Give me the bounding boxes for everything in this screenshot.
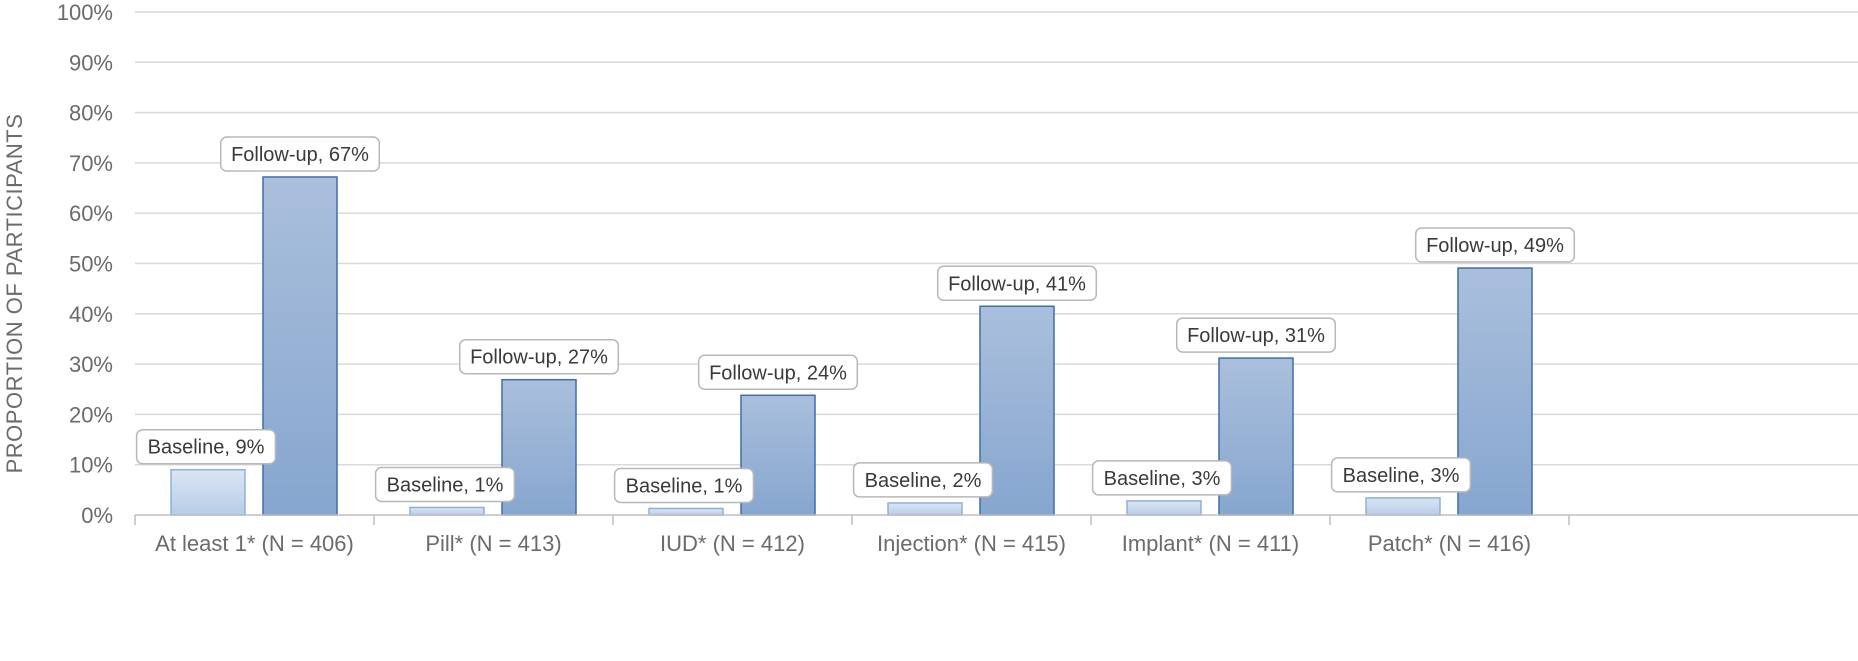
data-label: Baseline, 3% bbox=[1091, 460, 1233, 496]
baseline-bar bbox=[1365, 497, 1441, 516]
y-tick-label: 60% bbox=[69, 201, 113, 226]
data-label-box bbox=[1175, 317, 1337, 353]
y-axis-ticks: 0% 10% 20% 30% 40% 50% 60% 70% 80% 90% 100% bbox=[57, 0, 113, 528]
y-tick-label: 50% bbox=[69, 252, 113, 277]
baseline-bar bbox=[409, 506, 485, 516]
data-label: Follow-up, 41% bbox=[936, 265, 1098, 302]
data-label: Baseline, 3% bbox=[1330, 457, 1472, 493]
x-axis: At least 1* (N = 406) Pill* (N = 413) IUD*… bbox=[134, 514, 1858, 556]
data-label: Baseline, 1% bbox=[613, 467, 755, 504]
data-label-box bbox=[458, 338, 620, 375]
data-label-text: Follow-up, 49% bbox=[1426, 235, 1564, 257]
data-label-box bbox=[135, 428, 277, 465]
category-label: Patch* (N = 416) bbox=[1368, 531, 1531, 556]
data-label-text: Follow-up, 31% bbox=[1187, 325, 1325, 347]
data-label: Follow-up, 31% bbox=[1175, 317, 1337, 353]
baseline-bar bbox=[887, 502, 963, 516]
data-label: Follow-up, 49% bbox=[1414, 227, 1576, 263]
y-tick-label: 40% bbox=[69, 302, 113, 327]
data-label: Follow-up, 67% bbox=[219, 136, 381, 172]
category-label: Pill* (N = 413) bbox=[425, 531, 561, 556]
data-label-box bbox=[1414, 227, 1576, 263]
y-tick-label: 100% bbox=[57, 0, 113, 25]
data-label-box bbox=[374, 466, 516, 503]
data-label-box bbox=[219, 136, 381, 172]
data-label-box bbox=[697, 354, 859, 391]
data-label-text: Follow-up, 27% bbox=[470, 347, 608, 369]
data-label-text: Baseline, 1% bbox=[626, 475, 743, 497]
data-label-box bbox=[1091, 460, 1233, 496]
data-labels: Baseline, 9% Baseline, 1% Baseline, 1% Base… bbox=[135, 136, 1576, 504]
baseline-bar bbox=[648, 507, 724, 516]
category-label: At least 1* (N = 406) bbox=[155, 531, 354, 556]
gridlines bbox=[135, 11, 1858, 466]
baseline-bar bbox=[170, 468, 246, 516]
y-tick-label: 20% bbox=[69, 402, 113, 427]
data-label: Follow-up, 27% bbox=[458, 338, 620, 375]
data-label-text: Baseline, 3% bbox=[1104, 468, 1221, 490]
data-label-text: Follow-up, 41% bbox=[948, 273, 1086, 295]
data-label-text: Follow-up, 67% bbox=[231, 144, 369, 166]
data-label: Follow-up, 24% bbox=[697, 354, 859, 391]
y-tick-label: 90% bbox=[69, 50, 113, 75]
y-tick-label: 30% bbox=[69, 352, 113, 377]
y-tick-label: 0% bbox=[81, 503, 113, 528]
baseline-bar bbox=[1126, 500, 1202, 516]
data-label-text: Baseline, 1% bbox=[387, 474, 504, 496]
data-label-text: Follow-up, 24% bbox=[709, 362, 847, 384]
y-axis-label: PROPORTION OF PARTICIPANTS bbox=[2, 114, 27, 474]
category-label: IUD* (N = 412) bbox=[660, 531, 805, 556]
data-label-box bbox=[852, 462, 994, 498]
followup-bar bbox=[262, 176, 338, 516]
data-label-text: Baseline, 3% bbox=[1343, 465, 1460, 487]
data-label-box bbox=[1330, 457, 1472, 493]
data-label: Baseline, 2% bbox=[852, 462, 994, 498]
y-tick-label: 80% bbox=[69, 101, 113, 126]
data-label-text: Baseline, 2% bbox=[865, 470, 982, 492]
data-label: Baseline, 1% bbox=[374, 466, 516, 503]
y-tick-label: 10% bbox=[69, 453, 113, 478]
data-label-box bbox=[613, 467, 755, 504]
category-label: Injection* (N = 415) bbox=[877, 531, 1066, 556]
data-label-text: Baseline, 9% bbox=[148, 437, 265, 459]
category-label: Implant* (N = 411) bbox=[1122, 531, 1300, 556]
data-label: Baseline, 9% bbox=[135, 428, 277, 465]
y-tick-label: 70% bbox=[69, 151, 113, 176]
data-label-box bbox=[936, 265, 1098, 302]
